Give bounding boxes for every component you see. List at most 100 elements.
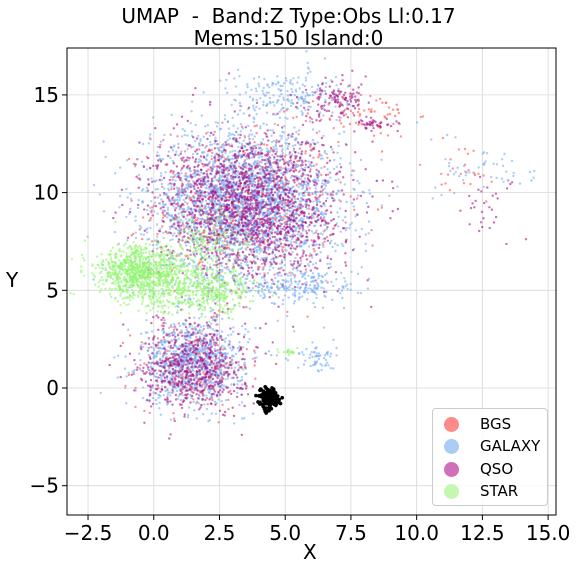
scatter-point	[157, 393, 160, 396]
scatter-point	[151, 396, 155, 400]
scatter-point	[298, 279, 301, 283]
scatter-point	[308, 191, 311, 195]
scatter-point	[485, 200, 488, 203]
scatter-point	[156, 337, 160, 340]
scatter-point	[184, 143, 188, 146]
scatter-point	[130, 199, 133, 202]
scatter-point	[254, 144, 258, 147]
scatter-point	[205, 184, 208, 187]
scatter-point	[303, 97, 307, 101]
scatter-point	[243, 417, 246, 420]
scatter-point	[177, 146, 180, 149]
scatter-point	[349, 288, 352, 291]
scatter-point	[315, 193, 318, 196]
scatter-point	[304, 76, 308, 80]
scatter-point	[276, 123, 280, 127]
scatter-point	[335, 118, 338, 122]
scatter-point	[319, 232, 322, 235]
scatter-point	[254, 160, 257, 163]
scatter-point	[289, 240, 293, 243]
scatter-point	[449, 158, 452, 161]
scatter-point	[291, 102, 294, 105]
scatter-point	[240, 375, 244, 379]
scatter-point	[267, 350, 271, 353]
scatter-point	[215, 313, 218, 316]
scatter-point	[225, 361, 229, 365]
scatter-point	[134, 231, 137, 234]
scatter-point	[249, 129, 253, 132]
scatter-point	[285, 249, 288, 252]
scatter-point	[141, 142, 145, 146]
scatter-point	[145, 190, 148, 193]
scatter-point	[140, 341, 143, 344]
scatter-point	[236, 210, 240, 213]
scatter-point	[280, 266, 283, 269]
scatter-point	[174, 179, 177, 182]
scatter-point	[305, 50, 308, 53]
scatter-point	[189, 336, 192, 340]
scatter-point	[490, 175, 493, 179]
scatter-point	[304, 108, 307, 112]
scatter-point	[276, 75, 279, 78]
scatter-point	[265, 147, 269, 150]
scatter-point	[278, 144, 282, 148]
scatter-point	[304, 79, 308, 82]
scatter-point	[338, 198, 341, 202]
scatter-point	[281, 130, 284, 133]
scatter-point	[266, 185, 269, 188]
scatter-point	[258, 283, 261, 287]
scatter-point	[248, 338, 251, 341]
scatter-point	[291, 144, 295, 147]
scatter-point	[177, 212, 181, 215]
scatter-point	[163, 187, 166, 190]
scatter-point	[316, 207, 320, 211]
scatter-point	[281, 151, 284, 155]
scatter-point	[222, 203, 225, 206]
scatter-point	[344, 229, 348, 232]
scatter-point	[286, 359, 290, 362]
scatter-point	[226, 139, 229, 142]
scatter-point	[251, 287, 255, 290]
scatter-point	[380, 150, 384, 153]
scatter-point	[323, 215, 326, 219]
scatter-point	[246, 85, 249, 89]
scatter-point	[462, 164, 466, 168]
scatter-point	[125, 375, 128, 378]
scatter-point	[375, 99, 378, 102]
scatter-point	[240, 324, 244, 328]
scatter-point	[272, 145, 275, 149]
scatter-point	[273, 173, 276, 176]
scatter-point	[254, 149, 257, 153]
scatter-point	[361, 190, 364, 193]
scatter-point	[472, 149, 475, 152]
scatter-point	[227, 334, 230, 337]
scatter-point	[176, 198, 179, 202]
scatter-point	[369, 94, 372, 98]
scatter-point	[282, 110, 286, 113]
scatter-point	[197, 161, 200, 164]
scatter-point	[132, 372, 136, 376]
scatter-point	[172, 326, 175, 329]
scatter-point	[510, 159, 514, 163]
scatter-point	[225, 78, 228, 82]
scatter-point	[386, 134, 390, 137]
scatter-point	[175, 254, 178, 258]
scatter-point	[301, 98, 305, 101]
scatter-point	[262, 86, 265, 90]
scatter-point	[356, 194, 360, 197]
scatter-point	[311, 138, 314, 142]
scatter-point	[263, 77, 266, 81]
scatter-point	[293, 94, 297, 97]
scatter-point	[263, 272, 266, 275]
scatter-point	[142, 188, 145, 191]
scatter-point	[292, 185, 295, 188]
scatter-point	[303, 290, 306, 293]
scatter-point	[300, 272, 303, 275]
scatter-point	[283, 263, 286, 267]
scatter-point	[283, 288, 286, 291]
scatter-point	[286, 145, 290, 148]
scatter-point	[166, 393, 169, 397]
scatter-point	[326, 262, 329, 266]
scatter-point	[233, 149, 237, 153]
scatter-point	[250, 289, 253, 292]
